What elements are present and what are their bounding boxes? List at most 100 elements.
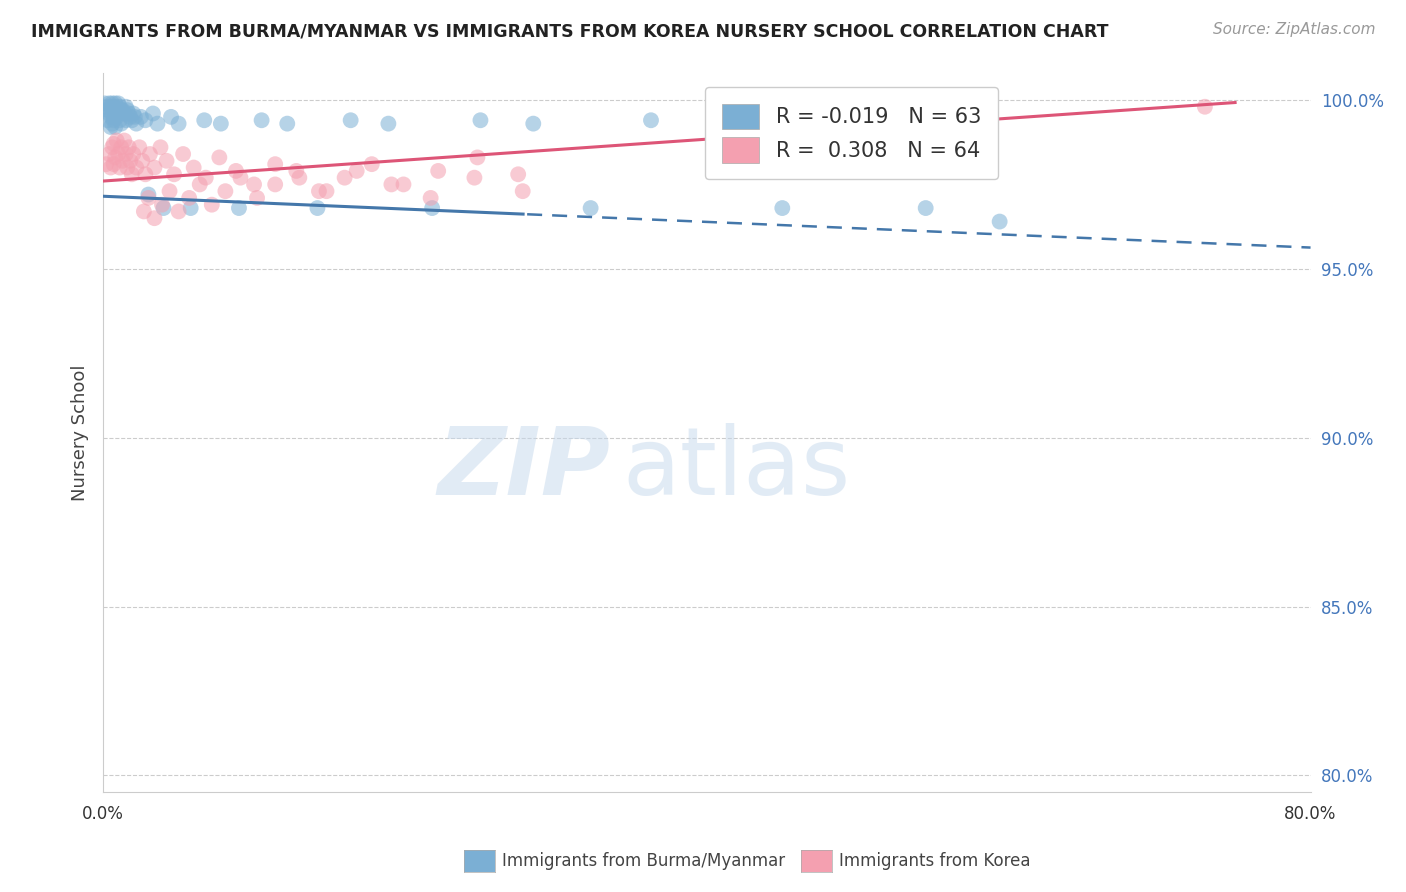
Point <box>103 100 125 114</box>
Point <box>103 136 125 151</box>
Text: Source: ZipAtlas.com: Source: ZipAtlas.com <box>1212 22 1375 37</box>
Point <box>114 113 136 128</box>
Point <box>276 117 298 131</box>
Point <box>193 113 215 128</box>
Point <box>100 120 122 134</box>
Point <box>201 197 224 211</box>
Point <box>103 157 125 171</box>
Point <box>139 147 162 161</box>
Point <box>124 110 146 124</box>
Point <box>118 106 141 120</box>
Text: Immigrants from Burma/Myanmar: Immigrants from Burma/Myanmar <box>502 852 785 870</box>
Point <box>104 96 127 111</box>
Point <box>138 187 160 202</box>
Text: ZIP: ZIP <box>437 423 610 515</box>
Point <box>104 106 127 120</box>
Point <box>121 167 143 181</box>
Legend: R = -0.019   N = 63, R =  0.308   N = 64: R = -0.019 N = 63, R = 0.308 N = 64 <box>706 87 998 179</box>
Point <box>105 110 128 124</box>
Point <box>138 191 160 205</box>
Point <box>264 178 287 192</box>
Point <box>142 106 165 120</box>
Point <box>288 170 311 185</box>
Point <box>107 96 129 111</box>
Point <box>108 100 131 114</box>
Point <box>420 201 443 215</box>
Point <box>143 161 166 175</box>
Point <box>427 164 450 178</box>
Point <box>134 167 156 181</box>
Point <box>640 113 662 128</box>
Point <box>117 161 139 175</box>
Point <box>108 161 131 175</box>
Point <box>104 150 127 164</box>
Point <box>152 201 174 215</box>
Point <box>307 201 329 215</box>
Point <box>128 140 150 154</box>
Point <box>134 113 156 128</box>
Point <box>285 164 308 178</box>
Point <box>110 103 132 117</box>
Point <box>149 140 172 154</box>
Point <box>131 153 153 168</box>
Point <box>167 204 190 219</box>
Point <box>914 201 936 215</box>
Point <box>94 157 117 171</box>
Point <box>101 140 124 154</box>
Point <box>842 113 865 128</box>
Point <box>155 153 177 168</box>
Point <box>167 117 190 131</box>
Point <box>120 153 142 168</box>
Point <box>377 117 399 131</box>
Point <box>108 113 131 128</box>
Point <box>225 164 247 178</box>
Point <box>315 184 337 198</box>
Point <box>121 113 143 128</box>
Point <box>112 106 135 120</box>
Text: Immigrants from Korea: Immigrants from Korea <box>839 852 1031 870</box>
Point <box>770 201 793 215</box>
Point <box>172 147 194 161</box>
Point <box>122 147 145 161</box>
Point <box>522 117 544 131</box>
Point <box>111 153 134 168</box>
Point <box>392 178 415 192</box>
Point <box>101 96 124 111</box>
Point <box>103 113 125 128</box>
Point <box>97 113 120 128</box>
Point <box>104 120 127 134</box>
Point <box>380 178 402 192</box>
Point <box>98 147 121 161</box>
Point <box>243 178 266 192</box>
Text: atlas: atlas <box>623 423 851 515</box>
Point <box>209 117 232 131</box>
Point <box>228 201 250 215</box>
Point <box>512 184 534 198</box>
Point <box>470 113 492 128</box>
Point <box>1194 100 1216 114</box>
Point <box>150 197 173 211</box>
Point <box>117 103 139 117</box>
Point <box>163 167 186 181</box>
Point <box>107 147 129 161</box>
Point <box>112 134 135 148</box>
Point <box>111 103 134 117</box>
Point <box>110 117 132 131</box>
Point <box>107 106 129 120</box>
Point <box>100 100 122 114</box>
Point <box>132 204 155 219</box>
Point <box>988 214 1011 228</box>
Point <box>98 106 121 120</box>
Point <box>346 164 368 178</box>
Point <box>264 157 287 171</box>
Y-axis label: Nursery School: Nursery School <box>72 365 89 501</box>
Point <box>98 96 121 111</box>
Point <box>114 100 136 114</box>
Point <box>333 170 356 185</box>
Point <box>160 110 183 124</box>
Point <box>100 161 122 175</box>
Point <box>229 170 252 185</box>
Point <box>360 157 382 171</box>
Point <box>703 117 725 131</box>
Point <box>122 106 145 120</box>
